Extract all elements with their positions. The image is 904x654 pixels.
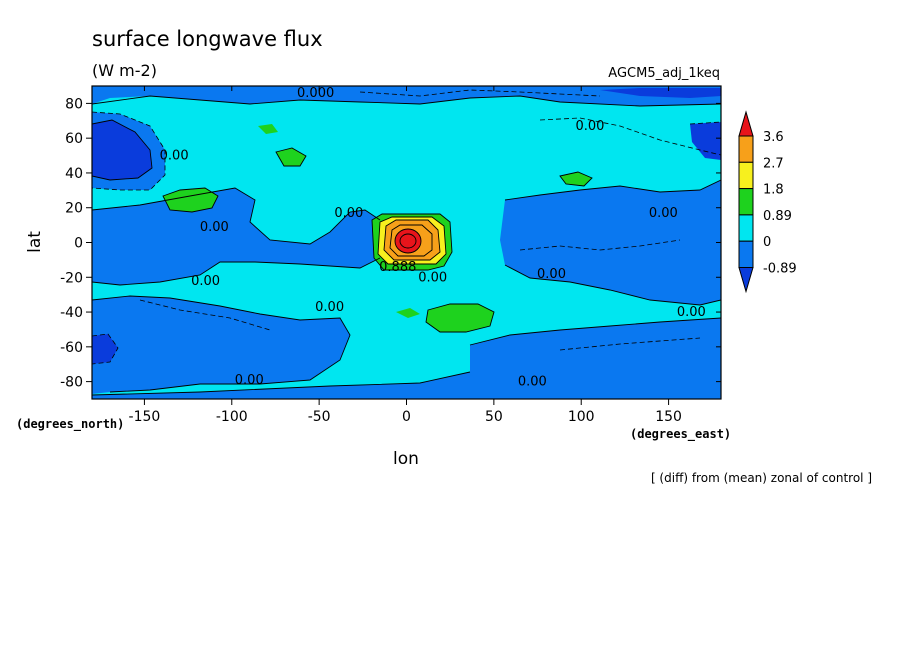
negative-region: [92, 86, 721, 106]
contour-label: 0.00: [518, 375, 547, 390]
strong-negative-region: [600, 88, 721, 98]
colorbar-label: 0.89: [763, 209, 792, 224]
x-tick-label: 0: [402, 409, 411, 425]
chart-units: (W m-2): [92, 61, 157, 80]
y-units-label: (degrees_north): [16, 417, 124, 432]
x-tick-label: 150: [655, 409, 682, 425]
negative-region: [92, 296, 350, 394]
contour-label: 0.00: [160, 149, 189, 164]
contour-label: 0.00: [649, 206, 678, 221]
contour-label: 0.888: [379, 260, 416, 275]
colorbar-max-triangle: [738, 110, 754, 137]
contour-field: [92, 86, 721, 399]
negative-region: [92, 318, 721, 399]
x-axis-label: lon: [393, 449, 419, 469]
contour-label: 0.00: [235, 373, 264, 388]
x-units-label: (degrees_east): [630, 427, 731, 442]
colorbar-segment: [738, 214, 754, 242]
negative-region: [92, 188, 392, 285]
contour-label: 0.00: [191, 274, 220, 289]
contour-label: 0.00: [334, 206, 363, 221]
colorbar-label: 3.6: [763, 130, 784, 145]
y-tick-label: 40: [65, 166, 83, 182]
peak-region: [395, 229, 421, 253]
y-tick-label: 80: [65, 96, 83, 112]
diff-note: [ (diff) from (mean) zonal of control ]: [651, 471, 872, 485]
positive-region: [258, 124, 278, 134]
y-tick-label: 0: [74, 236, 83, 252]
contour-label: 0.000: [297, 86, 334, 101]
contour-label: 0.00: [315, 300, 344, 315]
contour-label: 0.00: [200, 220, 229, 235]
negative-contour-lines: [92, 89, 721, 365]
x-tick-label: -100: [216, 409, 248, 425]
x-tick-label: -150: [129, 409, 161, 425]
contour-label: 0.00: [418, 270, 447, 285]
colorbar-min-triangle: [738, 267, 754, 294]
strong-negative-region: [690, 122, 721, 160]
colorbar-label: 2.7: [763, 156, 784, 171]
colorbar-segment: [738, 161, 754, 190]
colorbar-label: 1.8: [763, 183, 784, 198]
y-tick-label: -20: [60, 270, 83, 286]
contour-label: 0.00: [677, 305, 706, 320]
colorbar-label: -0.89: [763, 262, 797, 277]
negative-region: [500, 180, 721, 305]
y-tick-label: -80: [60, 375, 83, 391]
y-axis-label: lat: [25, 231, 45, 253]
contour-lines: [92, 95, 721, 396]
y-tick-label: 60: [65, 131, 83, 147]
y-tick-label: 20: [65, 201, 83, 217]
colorbar-segment: [738, 188, 754, 216]
contour-label: 0.00: [575, 119, 604, 134]
x-tick-label: 100: [568, 409, 595, 425]
positive-region: [560, 172, 592, 186]
colorbar: 3.6 2.7 1.8 0.89 0 -0.89: [738, 110, 797, 294]
positive-region: [396, 308, 420, 318]
x-tick-label: -50: [308, 409, 331, 425]
colorbar-segment: [738, 135, 754, 163]
colorbar-label: 0: [763, 235, 771, 250]
y-tick-label: -60: [60, 340, 83, 356]
strong-negative-region: [92, 334, 118, 364]
experiment-label: AGCM5_adj_1keq: [608, 66, 720, 81]
contour-label: 0.00: [537, 267, 566, 282]
positive-region: [276, 148, 306, 166]
axes: -150 -100 -50 0 50 100 150 80 60 40 20 0 -20 -40 -60 -8…: [60, 86, 721, 425]
positive-region: [163, 188, 218, 212]
chart-title: surface longwave flux: [92, 27, 323, 51]
positive-region: [426, 304, 494, 332]
x-tick-label: 50: [485, 409, 503, 425]
y-tick-label: -40: [60, 305, 83, 321]
colorbar-segment: [738, 240, 754, 268]
